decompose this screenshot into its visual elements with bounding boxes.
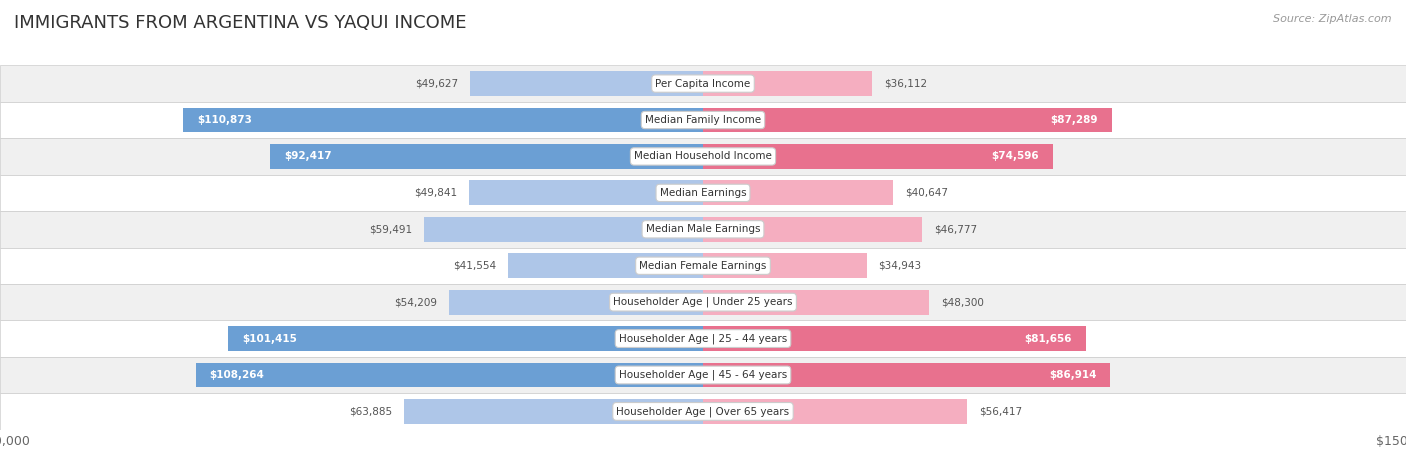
Bar: [0, 248, 1406, 284]
Bar: [183, 107, 703, 133]
Bar: [195, 362, 703, 388]
Text: $56,417: $56,417: [979, 406, 1022, 417]
Bar: [703, 326, 1085, 351]
Text: $81,656: $81,656: [1024, 333, 1071, 344]
Text: Householder Age | Under 25 years: Householder Age | Under 25 years: [613, 297, 793, 307]
Text: $74,596: $74,596: [991, 151, 1039, 162]
Bar: [425, 217, 703, 242]
Bar: [0, 320, 1406, 357]
Text: $48,300: $48,300: [941, 297, 984, 307]
Text: $54,209: $54,209: [394, 297, 437, 307]
Bar: [0, 211, 1406, 248]
Bar: [703, 217, 922, 242]
Bar: [449, 290, 703, 315]
Text: $41,554: $41,554: [453, 261, 496, 271]
Bar: [0, 393, 1406, 430]
Legend: Immigrants from Argentina, Yaqui: Immigrants from Argentina, Yaqui: [565, 462, 841, 467]
Text: Median Family Income: Median Family Income: [645, 115, 761, 125]
Bar: [228, 326, 703, 351]
Text: Median Household Income: Median Household Income: [634, 151, 772, 162]
Bar: [508, 253, 703, 278]
Bar: [703, 399, 967, 424]
Bar: [0, 175, 1406, 211]
Text: $49,841: $49,841: [415, 188, 458, 198]
Text: Median Female Earnings: Median Female Earnings: [640, 261, 766, 271]
Bar: [703, 71, 872, 96]
Text: $110,873: $110,873: [197, 115, 252, 125]
Bar: [703, 180, 893, 205]
Text: Median Male Earnings: Median Male Earnings: [645, 224, 761, 234]
Bar: [703, 107, 1112, 133]
Text: Householder Age | 45 - 64 years: Householder Age | 45 - 64 years: [619, 370, 787, 380]
Text: $34,943: $34,943: [879, 261, 921, 271]
Bar: [0, 102, 1406, 138]
Text: $87,289: $87,289: [1050, 115, 1098, 125]
Text: $92,417: $92,417: [284, 151, 332, 162]
Bar: [0, 357, 1406, 393]
Bar: [0, 138, 1406, 175]
Bar: [703, 290, 929, 315]
Bar: [703, 144, 1053, 169]
Bar: [703, 253, 866, 278]
Text: $101,415: $101,415: [242, 333, 297, 344]
Text: $59,491: $59,491: [370, 224, 412, 234]
Bar: [703, 362, 1111, 388]
Text: Householder Age | Over 65 years: Householder Age | Over 65 years: [616, 406, 790, 417]
Bar: [470, 180, 703, 205]
Bar: [270, 144, 703, 169]
Text: $49,627: $49,627: [416, 78, 458, 89]
Bar: [404, 399, 703, 424]
Text: Per Capita Income: Per Capita Income: [655, 78, 751, 89]
Text: IMMIGRANTS FROM ARGENTINA VS YAQUI INCOME: IMMIGRANTS FROM ARGENTINA VS YAQUI INCOM…: [14, 14, 467, 32]
Text: $40,647: $40,647: [905, 188, 948, 198]
Text: $108,264: $108,264: [209, 370, 264, 380]
Text: Householder Age | 25 - 44 years: Householder Age | 25 - 44 years: [619, 333, 787, 344]
Text: $86,914: $86,914: [1049, 370, 1097, 380]
Bar: [0, 65, 1406, 102]
Text: $36,112: $36,112: [884, 78, 927, 89]
Text: $46,777: $46,777: [934, 224, 977, 234]
Text: $63,885: $63,885: [349, 406, 392, 417]
Text: Source: ZipAtlas.com: Source: ZipAtlas.com: [1274, 14, 1392, 24]
Bar: [0, 284, 1406, 320]
Text: Median Earnings: Median Earnings: [659, 188, 747, 198]
Bar: [471, 71, 703, 96]
